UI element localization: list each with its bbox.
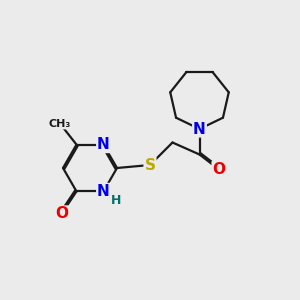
Text: S: S <box>145 158 155 172</box>
Text: H: H <box>111 194 121 207</box>
Text: O: O <box>55 206 68 221</box>
Text: N: N <box>97 137 110 152</box>
Text: CH₃: CH₃ <box>49 118 71 129</box>
Text: N: N <box>97 184 110 199</box>
Text: O: O <box>212 162 226 177</box>
Text: N: N <box>193 122 206 136</box>
